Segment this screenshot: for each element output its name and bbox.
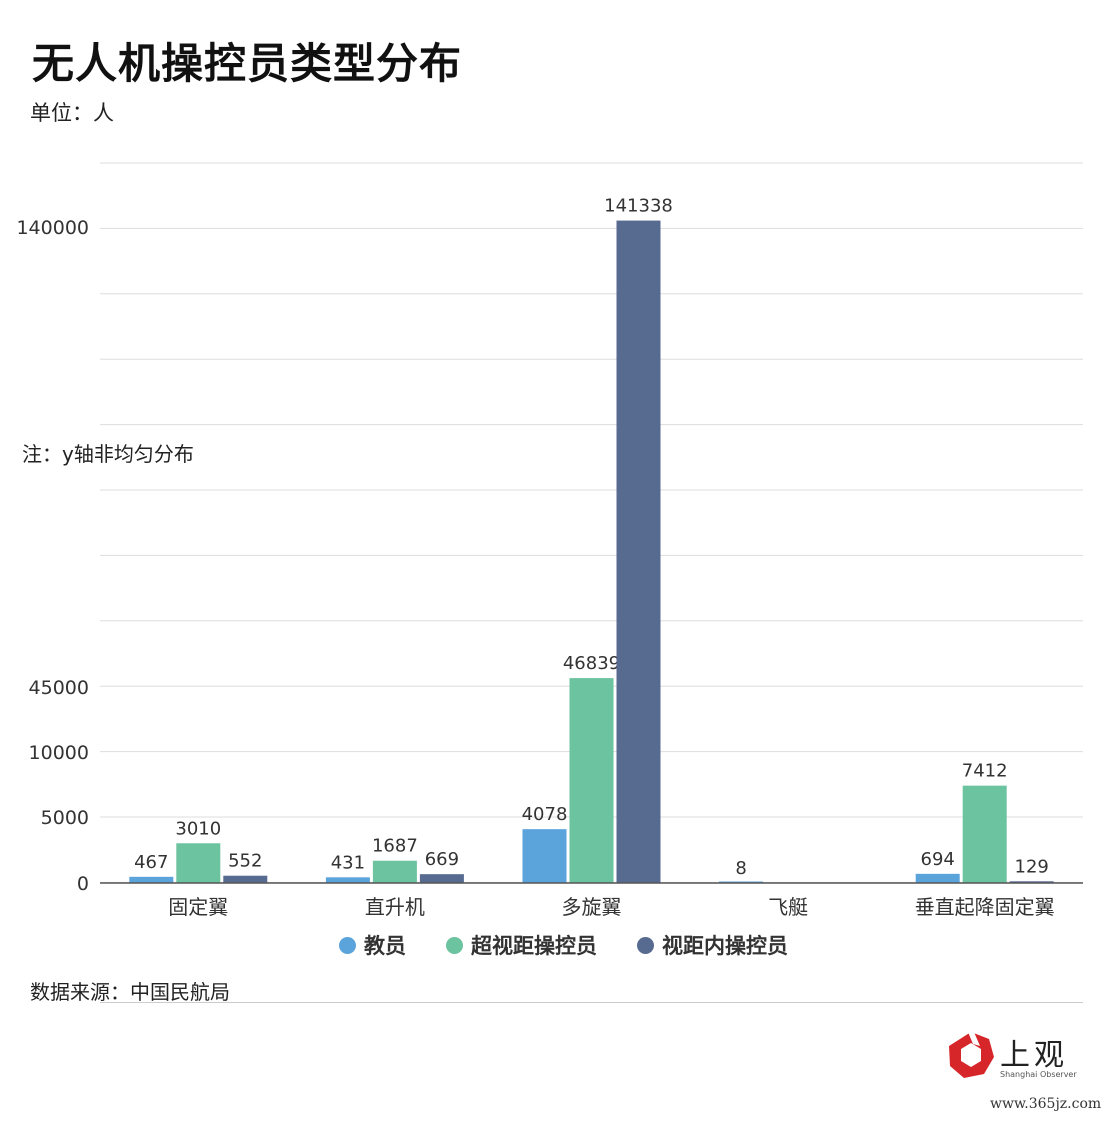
bar — [1009, 881, 1054, 883]
legend-dot-icon — [339, 936, 356, 954]
data-label: 431 — [331, 852, 365, 873]
y-tick-label: 45000 — [29, 677, 89, 699]
x-tick-label: 固定翼 — [168, 895, 228, 919]
data-label: 694 — [921, 849, 955, 870]
bar — [176, 843, 221, 883]
data-label: 1687 — [372, 836, 418, 857]
legend: 教员 超视距操控员 视距内操控员 — [0, 930, 1113, 960]
data-label: 7412 — [962, 761, 1008, 782]
y-tick-label: 10000 — [29, 742, 89, 764]
data-label: 141338 — [604, 196, 673, 217]
shanghai-observer-logo: 上观 Shanghai Observer — [946, 1030, 1086, 1085]
x-tick-label: 多旋翼 — [562, 895, 622, 919]
legend-dot-icon — [637, 936, 654, 954]
data-label: 3010 — [175, 818, 221, 839]
legend-item: 超视距操控员 — [446, 930, 597, 960]
legend-label: 视距内操控员 — [662, 934, 788, 958]
website-watermark: www.365jz.com — [990, 1096, 1102, 1112]
data-label: 8 — [735, 858, 746, 879]
legend-item: 视距内操控员 — [637, 930, 788, 960]
logo-name: 上观 — [1000, 1038, 1068, 1073]
chart-title: 无人机操控员类型分布 — [32, 39, 463, 88]
data-label: 46839 — [563, 653, 620, 674]
data-label: 467 — [134, 852, 168, 873]
x-tick-label: 垂直起降固定翼 — [915, 895, 1055, 919]
bar — [616, 220, 661, 883]
bar — [223, 875, 268, 883]
bar — [569, 678, 614, 883]
axis-note: 注：y轴非均匀分布 — [22, 442, 194, 466]
legend-dot-icon — [446, 936, 463, 954]
bar — [325, 877, 370, 883]
footer-divider — [100, 1002, 1083, 1003]
data-source: 数据来源：中国民航局 — [30, 980, 230, 1004]
bar — [915, 873, 960, 883]
data-label: 669 — [425, 849, 459, 870]
legend-item: 教员 — [339, 930, 406, 960]
bar — [962, 785, 1007, 883]
logo-mark-icon — [949, 1032, 994, 1078]
y-tick-label: 5000 — [41, 807, 89, 829]
legend-label: 教员 — [364, 934, 406, 958]
bar — [522, 829, 567, 883]
x-tick-label: 直升机 — [365, 895, 425, 919]
bar — [419, 874, 464, 883]
bar — [129, 876, 174, 883]
bar-chart: 0 5000 10000 45000 140000 467 3010 552 固定翼 431 168… — [16, 162, 1083, 919]
unit-label: 单位：人 — [30, 101, 114, 125]
data-label: 129 — [1015, 856, 1049, 877]
logo-subtitle: Shanghai Observer — [1000, 1070, 1077, 1079]
data-label: 4078 — [522, 804, 568, 825]
bar — [372, 860, 417, 883]
legend-label: 超视距操控员 — [471, 934, 597, 958]
y-tick-label: 0 — [77, 873, 89, 895]
y-tick-label: 140000 — [16, 217, 89, 239]
data-label: 552 — [228, 851, 262, 872]
x-tick-label: 飞艇 — [768, 895, 808, 919]
